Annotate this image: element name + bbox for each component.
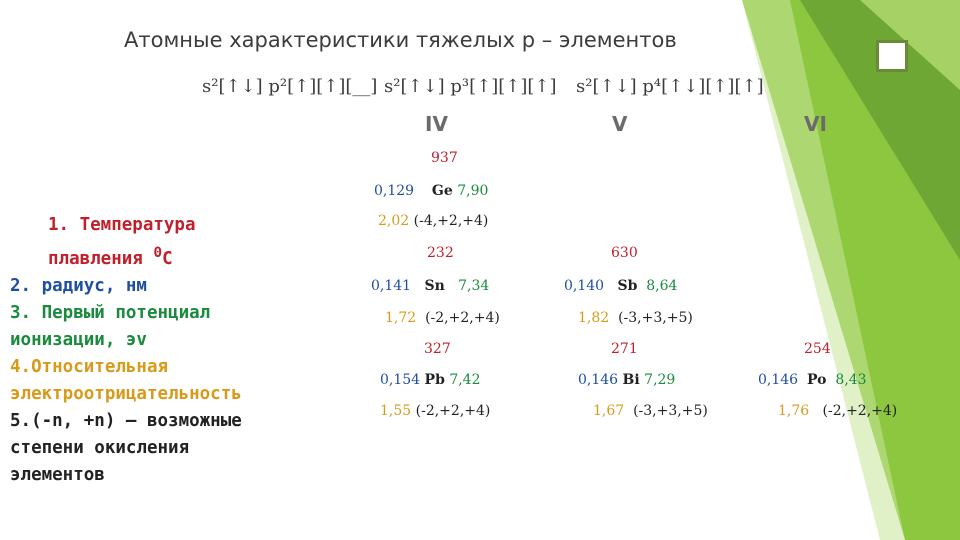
- group-v-header: V: [612, 112, 628, 136]
- bi-row2: 1,67 (-3,+3,+5): [593, 403, 708, 419]
- pb-symbol: Pb: [424, 372, 445, 388]
- sn-symbol: Sn: [424, 278, 445, 294]
- ge-radius: 0,129: [374, 183, 415, 199]
- pb-oxidation: (-2,+2,+4): [415, 403, 491, 419]
- config-group-vi: s²[↑↓] p⁴[↑↓][↑][↑]: [576, 76, 764, 97]
- sn-oxidation: (-2,+2,+4): [425, 310, 500, 326]
- legend-5b: степени окисления: [10, 437, 190, 458]
- legend-1b: плавления 0С: [10, 239, 242, 273]
- checkbox[interactable]: [876, 40, 908, 72]
- sb-symbol: Sb: [617, 278, 638, 294]
- config-group-v: s²[↑↓] p³[↑][↑][↑]: [384, 76, 557, 97]
- legend-3a: 3. Первый потенциал: [10, 302, 211, 323]
- sb-oxidation: (-3,+3,+5): [618, 310, 693, 326]
- pb-row: 0,154 Pb 7,42: [380, 372, 481, 388]
- pb-electronegativity: 1,55: [380, 403, 412, 419]
- sn-electronegativity: 1,72: [385, 310, 417, 326]
- ge-electronegativity: 2,02: [378, 213, 410, 229]
- po-radius: 0,146: [758, 372, 799, 388]
- po-melting: 254: [804, 341, 831, 357]
- po-oxidation: (-2,+2,+4): [822, 403, 898, 419]
- sn-radius: 0,141: [371, 278, 412, 294]
- sb-ionization: 8,64: [646, 278, 678, 294]
- sb-row2: 1,82 (-3,+3,+5): [578, 310, 693, 326]
- sn-row: 0,141 Sn 7,34: [371, 278, 489, 294]
- sn-ionization: 7,34: [458, 278, 490, 294]
- sn-row2: 1,72 (-2,+2,+4): [385, 310, 500, 326]
- legend: 1. Температура плавления 0С 2. радиус, н…: [10, 212, 242, 489]
- ge-melting: 937: [431, 150, 458, 166]
- sb-electronegativity: 1,82: [578, 310, 610, 326]
- bi-symbol: Bi: [622, 372, 640, 388]
- ge-oxidation: (-4,+2,+4): [413, 213, 489, 229]
- ge-ionization: 7,90: [457, 183, 489, 199]
- legend-4a: 4.Относительная: [10, 356, 169, 377]
- legend-1b-sup: 0: [153, 244, 163, 261]
- pb-melting: 327: [424, 341, 451, 357]
- po-electronegativity: 1,76: [778, 403, 810, 419]
- bi-electronegativity: 1,67: [593, 403, 625, 419]
- po-row2: 1,76 (-2,+2,+4): [778, 403, 897, 419]
- ge-symbol: Ge: [431, 183, 453, 199]
- po-symbol: Po: [807, 372, 827, 388]
- pb-radius: 0,154: [380, 372, 421, 388]
- pb-ionization: 7,42: [449, 372, 481, 388]
- bi-oxidation: (-3,+3,+5): [633, 403, 708, 419]
- sb-radius: 0,140: [564, 278, 605, 294]
- sb-melting: 630: [611, 245, 638, 261]
- legend-5c: элементов: [10, 464, 105, 485]
- po-row: 0,146 Po 8,43: [758, 372, 867, 388]
- bi-row: 0,146 Bi 7,29: [578, 372, 675, 388]
- group-vi-header: VI: [804, 112, 827, 136]
- sb-row: 0,140 Sb 8,64: [564, 278, 677, 294]
- group-iv-header: IV: [425, 112, 448, 136]
- legend-1a: 1. Температура: [48, 215, 196, 235]
- sn-melting: 232: [427, 245, 454, 261]
- ge-row: 0,129 Ge 7,90: [374, 183, 488, 199]
- legend-5a: 5.(-n, +n) – возможные: [10, 410, 242, 431]
- legend-1b-unit: С: [162, 248, 173, 269]
- legend-2: 2. радиус, нм: [10, 275, 147, 296]
- legend-1b-text: плавления: [48, 248, 143, 269]
- legend-4b: электроотрицательность: [10, 383, 242, 404]
- bi-ionization: 7,29: [644, 372, 676, 388]
- page-title: Атомные характеристики тяжелых р – элеме…: [124, 28, 677, 52]
- ge-row2: 2,02 (-4,+2,+4): [378, 213, 488, 229]
- bi-melting: 271: [611, 341, 638, 357]
- po-ionization: 8,43: [835, 372, 867, 388]
- pb-row2: 1,55 (-2,+2,+4): [380, 403, 490, 419]
- bi-radius: 0,146: [578, 372, 619, 388]
- config-group-iv: s²[↑↓] p²[↑][↑][__]: [202, 76, 378, 97]
- legend-3b: ионизации, эv: [10, 329, 147, 350]
